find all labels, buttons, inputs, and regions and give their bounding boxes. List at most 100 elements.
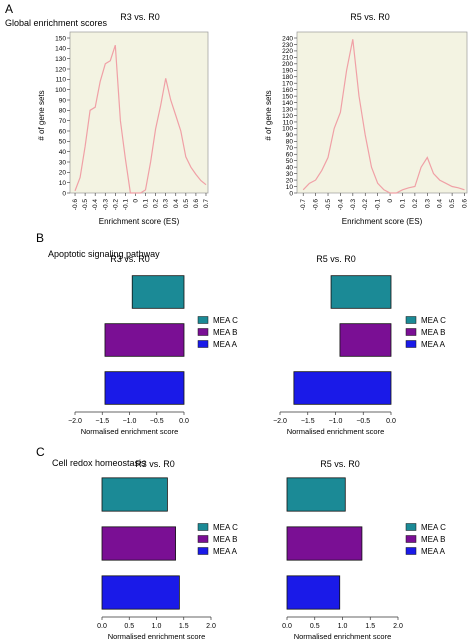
legend-swatch [197, 316, 209, 324]
x-tick-label: 0.4 [173, 199, 180, 208]
plot-area [296, 31, 468, 194]
plot-area [69, 31, 209, 194]
series-line [302, 39, 465, 194]
x-tick-label: 0.2 [153, 199, 160, 208]
series-line [74, 45, 207, 194]
x-tick-label: 2.0 [206, 623, 216, 630]
x-tick-label: -0.3 [102, 199, 109, 211]
y-tick-label: 200 [282, 61, 293, 68]
legend-label: MEA B [213, 328, 237, 337]
y-tick-label: 50 [286, 158, 294, 165]
legend-swatch [197, 340, 209, 348]
x-tick-label: -0.2 [112, 199, 119, 211]
y-tick-label: 130 [55, 56, 66, 63]
x-tick-label: 0.5 [124, 623, 134, 630]
x-tick-label: −1.0 [329, 418, 343, 425]
x-tick-label: 0.5 [449, 199, 456, 208]
x-tick-label: 0.1 [143, 199, 150, 208]
x-tick-label: 0.4 [437, 199, 444, 208]
y-tick-label: 100 [55, 87, 66, 94]
y-tick-label: 130 [282, 106, 293, 113]
y-tick-label: 120 [55, 66, 66, 73]
bar-mea-c [286, 477, 346, 512]
chart-title: R5 vs. R0 [350, 12, 390, 22]
x-axis-label: Normalised enrichment score [81, 427, 179, 436]
panel-a-caption: Global enrichment scores [5, 18, 108, 28]
chart-a-left: R3 vs. R0 0 10 20 30 40 50 60 70 80 90 100 110 120 130… [37, 12, 210, 226]
panel-a-letter: A [5, 2, 13, 16]
legend-swatch [405, 523, 417, 531]
y-tick-label: 230 [282, 42, 293, 49]
x-tick-label: 0.5 [310, 623, 320, 630]
x-axis-label: Enrichment score (ES) [342, 217, 423, 226]
legend-swatch [197, 523, 209, 531]
x-tick-label: -0.1 [122, 199, 129, 211]
x-tick-label: -0.3 [350, 199, 357, 211]
chart-title: R3 vs. R0 [135, 459, 175, 469]
legend-label: MEA B [421, 328, 445, 337]
y-tick-label: 10 [59, 180, 67, 187]
y-tick-label: 20 [286, 177, 294, 184]
y-tick-label: 180 [282, 74, 293, 81]
y-tick-label: 90 [59, 97, 67, 104]
y-tick-label: 90 [286, 132, 294, 139]
y-tick-label: 70 [286, 145, 294, 152]
y-tick-label: 40 [286, 164, 294, 171]
chart-a-right: R5 vs. R00102030405060708090100110120130… [264, 12, 469, 226]
x-tick-label: -0.5 [325, 199, 332, 211]
legend-swatch [405, 340, 417, 348]
bar-mea-a [104, 371, 185, 405]
y-tick-label: 220 [282, 48, 293, 55]
x-tick-label: -0.4 [337, 199, 344, 211]
chart-title: R5 vs. R0 [320, 459, 360, 469]
legend-swatch [197, 535, 209, 543]
x-tick-label: 0.1 [399, 199, 406, 208]
x-tick-label: 0.2 [412, 199, 419, 208]
x-tick-label: 0.0 [97, 623, 107, 630]
y-axis-label: # of gene sets [37, 90, 46, 140]
x-tick-label: 2.0 [393, 623, 403, 630]
x-tick-label: 0.6 [462, 199, 469, 208]
x-tick-label: 0.5 [183, 199, 190, 208]
y-tick-label: 30 [59, 159, 67, 166]
panel-c-caption: Cell redox homeostasis [52, 458, 146, 468]
x-tick-label: -0.4 [92, 199, 99, 211]
y-tick-label: 120 [282, 113, 293, 120]
x-tick-label: 0 [132, 199, 139, 203]
legend-swatch [405, 535, 417, 543]
chart-title: R3 vs. R0 [110, 254, 150, 264]
y-tick-label: 10 [286, 184, 294, 191]
x-tick-label: 0.3 [163, 199, 170, 208]
panel-b-letter: B [36, 231, 44, 245]
bar-mea-b [101, 526, 176, 561]
y-tick-label: 40 [59, 149, 67, 156]
bar-mea-b [339, 323, 392, 357]
x-tick-label: -0.6 [313, 199, 320, 211]
x-axis-label: Normalised enrichment score [287, 427, 385, 436]
x-tick-label: -0.7 [300, 199, 307, 211]
y-tick-label: 50 [59, 139, 67, 146]
y-tick-label: 80 [59, 108, 67, 115]
legend: MEA C MEA B MEA A [197, 523, 238, 556]
charts-layer: R3 vs. R00102030405060708090100110120130… [37, 12, 469, 641]
chart-title: R3 vs. R0 [120, 12, 160, 22]
y-tick-label: 60 [59, 128, 67, 135]
y-tick-label: 110 [283, 119, 294, 126]
y-tick-label: 0 [289, 190, 293, 197]
bar-mea-a [286, 575, 341, 610]
y-tick-label: 100 [282, 126, 293, 133]
legend-label: MEA C [213, 523, 238, 532]
bar-mea-b [286, 526, 363, 561]
x-tick-label: -0.5 [82, 199, 89, 211]
bar-mea-b [104, 323, 185, 357]
x-tick-label: −0.5 [356, 418, 370, 425]
x-tick-label: −1.5 [95, 418, 109, 425]
y-tick-label: 70 [59, 118, 67, 125]
legend-label: MEA A [421, 547, 446, 556]
x-axis-label: Normalised enrichment score [294, 632, 392, 641]
y-tick-label: 0 [62, 190, 66, 197]
legend-swatch [197, 328, 209, 336]
x-tick-label: 0.0 [282, 623, 292, 630]
